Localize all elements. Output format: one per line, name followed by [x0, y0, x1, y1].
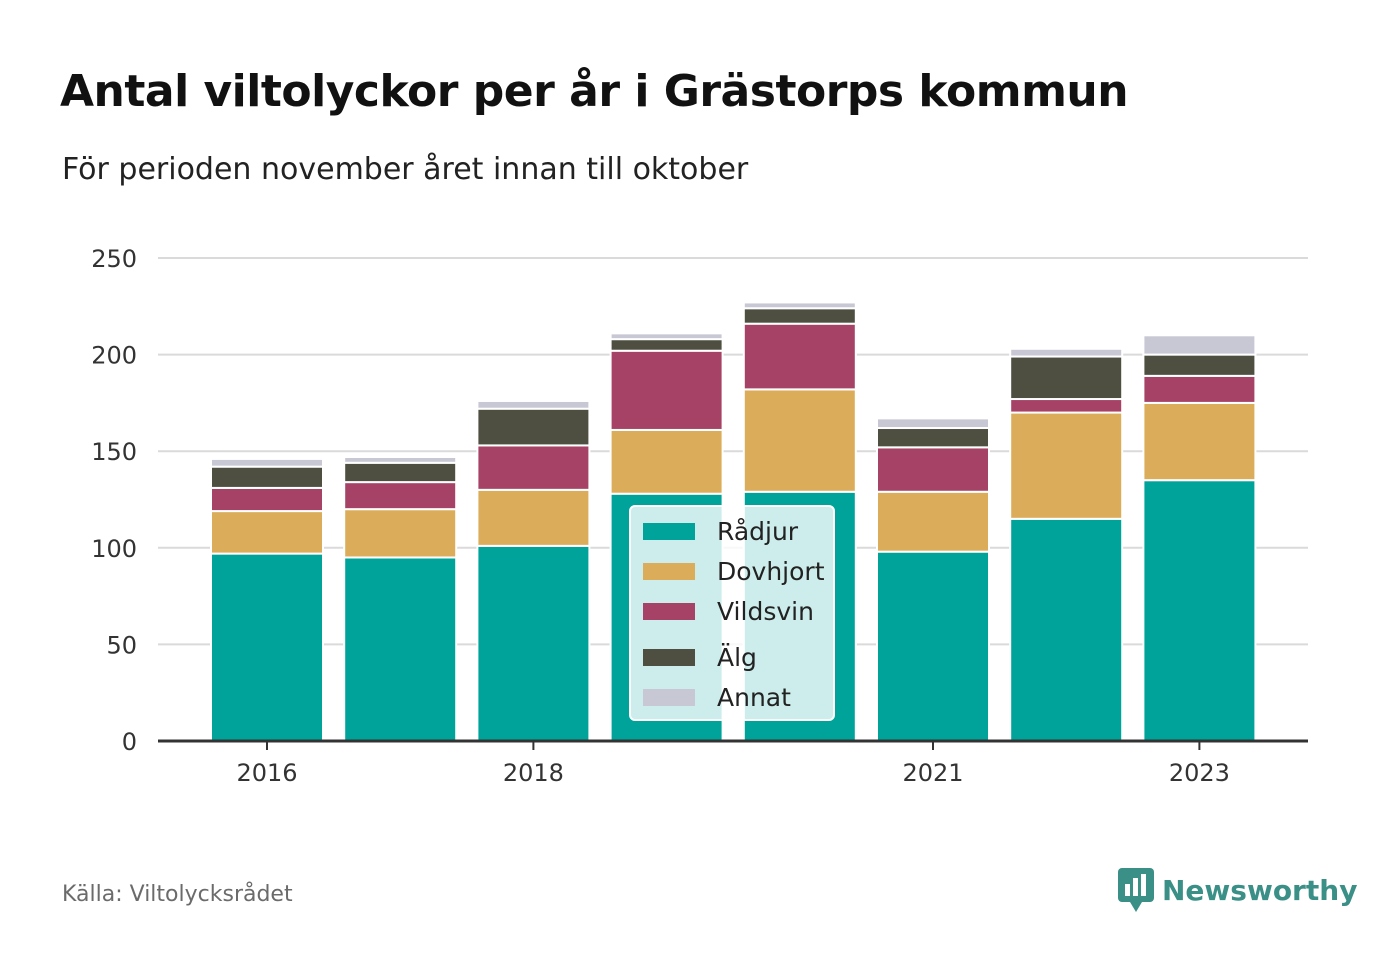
bar-segment-annat: [609, 332, 724, 341]
y-tick-label: 200: [91, 342, 137, 370]
bar-segment-älg: [1142, 353, 1257, 377]
source-note: Källa: Viltolycksrådet: [62, 882, 293, 907]
bar-segment-rådjur: [343, 556, 458, 743]
brand-logo: Newsworthy: [1118, 868, 1357, 912]
bar-segment-vildsvin: [1009, 398, 1124, 414]
bar-segment-dovhjort: [476, 488, 591, 547]
bar-segment-vildsvin: [210, 486, 324, 513]
bar-segment-annat: [742, 301, 857, 310]
legend-item: Dovhjort: [643, 557, 825, 586]
bar-segment-rådjur: [876, 550, 990, 742]
bar-segment-rådjur: [210, 552, 324, 743]
bar-segment-annat: [210, 457, 324, 468]
legend-label: Älg: [717, 643, 757, 672]
bar-segment-vildsvin: [1142, 374, 1257, 404]
bar-segment-vildsvin: [609, 349, 724, 431]
x-tick-label: 2018: [503, 759, 564, 787]
legend-swatch: [643, 563, 695, 580]
bar-segment-älg: [1009, 355, 1124, 401]
bar-segment-rådjur: [1009, 517, 1124, 742]
bar-segment-älg: [742, 307, 857, 325]
y-tick-label: 100: [91, 535, 137, 563]
bar-segment-dovhjort: [876, 490, 990, 553]
bar-segment-annat: [1142, 334, 1257, 356]
y-tick-label: 50: [106, 631, 137, 659]
bar-segment-dovhjort: [343, 508, 458, 559]
bar-segment-vildsvin: [876, 446, 990, 493]
bar-segment-dovhjort: [1009, 411, 1124, 520]
legend-item: Älg: [643, 643, 757, 672]
chart-title: Antal viltolyckor per år i Grästorps kom…: [60, 66, 1129, 117]
bar-segment-dovhjort: [742, 388, 857, 493]
bar-segment-vildsvin: [343, 481, 458, 511]
legend-swatch: [643, 649, 695, 666]
bar-segment-älg: [609, 338, 724, 352]
bar-segment-rådjur: [476, 544, 591, 742]
brand-name: Newsworthy: [1162, 873, 1358, 907]
x-tick-label: 2016: [236, 759, 297, 787]
bar-segment-älg: [876, 427, 990, 449]
newsworthy-logo-icon: [1118, 868, 1154, 912]
y-tick-label: 150: [91, 438, 137, 466]
x-tick-label: 2023: [1169, 759, 1230, 787]
chart-subtitle: För perioden november året innan till ok…: [62, 152, 749, 187]
legend-label: Dovhjort: [717, 557, 825, 586]
legend-label: Rådjur: [717, 517, 799, 546]
bar-segment-älg: [210, 465, 324, 489]
legend-item: Rådjur: [643, 517, 798, 546]
x-tick-label: 2021: [902, 759, 963, 787]
legend-item: Annat: [643, 683, 791, 712]
legend-swatch: [643, 689, 695, 706]
bar-segment-älg: [343, 461, 458, 484]
bar-segment-rådjur: [1142, 479, 1257, 742]
bar-segment-annat: [876, 417, 990, 430]
y-tick-label: 250: [91, 245, 137, 273]
legend-swatch: [643, 603, 695, 620]
legend-item: Vildsvin: [643, 597, 814, 626]
bar-segment-annat: [343, 455, 458, 464]
legend-label: Vildsvin: [717, 597, 814, 626]
bar-segment-vildsvin: [742, 322, 857, 391]
bar-segment-älg: [476, 407, 591, 447]
bar-segment-dovhjort: [609, 428, 724, 495]
chart-legend: Rådjur Dovhjort Vildsvin Älg Annat: [629, 505, 835, 721]
legend-label: Annat: [717, 683, 791, 712]
bar-segment-dovhjort: [210, 510, 324, 555]
bar-segment-annat: [1009, 347, 1124, 358]
legend-swatch: [643, 523, 695, 540]
bar-segment-vildsvin: [476, 444, 591, 491]
bar-segment-dovhjort: [1142, 401, 1257, 482]
y-tick-label: 0: [122, 728, 137, 756]
bar-segment-annat: [476, 399, 591, 410]
